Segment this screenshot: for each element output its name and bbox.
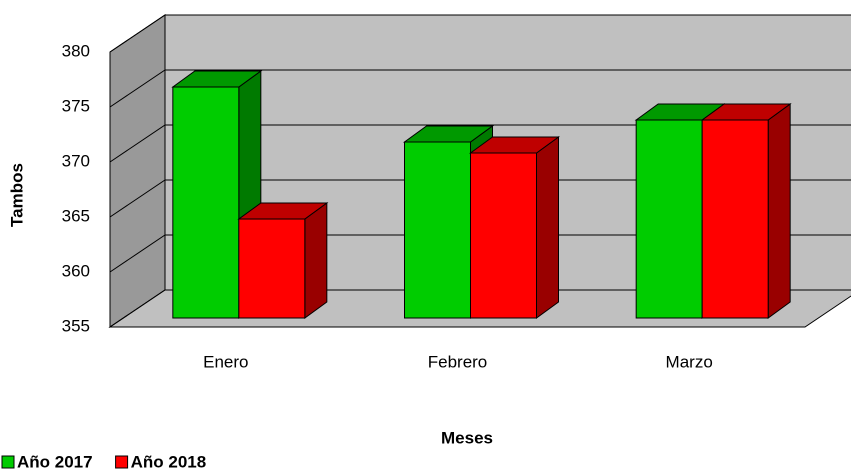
x-tick-label: Enero bbox=[203, 352, 248, 371]
x-axis-title: Meses bbox=[441, 428, 493, 447]
bar-side bbox=[304, 202, 328, 319]
y-tick-label: 360 bbox=[62, 261, 90, 280]
y-tick-label: 375 bbox=[62, 96, 90, 115]
bar bbox=[172, 86, 240, 319]
x-tick-label: Marzo bbox=[666, 352, 713, 371]
grid-line bbox=[109, 234, 851, 273]
side-wall bbox=[109, 14, 166, 328]
legend-label: Año 2017 bbox=[17, 452, 93, 471]
legend-swatch bbox=[115, 455, 129, 469]
grid-line bbox=[109, 179, 851, 218]
grid-line bbox=[109, 69, 851, 108]
x-tick-label: Febrero bbox=[428, 352, 488, 371]
y-tick-label: 380 bbox=[62, 41, 90, 60]
bar bbox=[238, 218, 306, 319]
bar-side bbox=[767, 103, 791, 319]
grid-line bbox=[109, 14, 851, 53]
bar bbox=[404, 141, 471, 319]
bar-side bbox=[536, 136, 559, 319]
y-tick-label: 355 bbox=[62, 316, 90, 335]
bar bbox=[635, 119, 703, 319]
legend-swatch bbox=[1, 455, 15, 469]
grid-line bbox=[109, 124, 851, 163]
grid-line bbox=[109, 289, 851, 328]
y-axis-title: Tambos bbox=[7, 163, 26, 227]
y-tick-label: 370 bbox=[62, 151, 90, 170]
bar bbox=[470, 152, 537, 319]
y-tick-label: 365 bbox=[62, 206, 90, 225]
bar bbox=[701, 119, 769, 319]
legend-label: Año 2018 bbox=[131, 452, 207, 471]
